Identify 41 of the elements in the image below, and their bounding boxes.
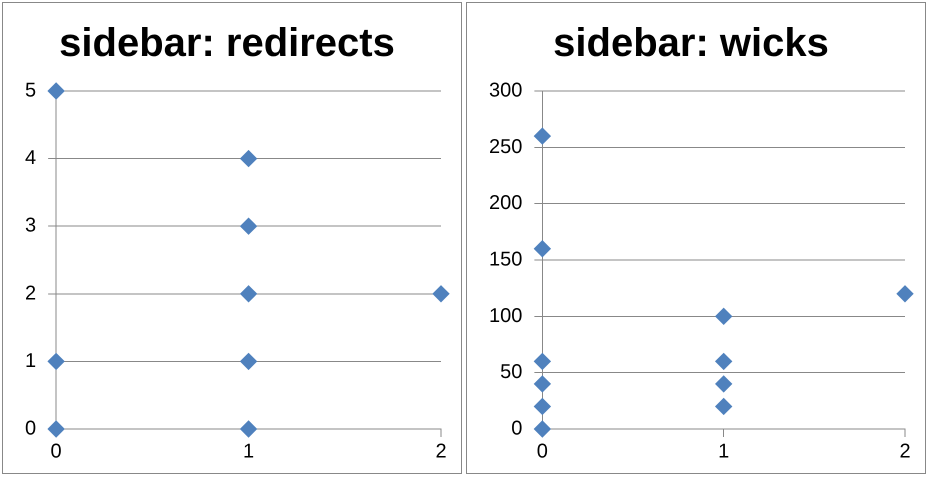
y-tick-label: 100: [488, 304, 522, 327]
point: [534, 240, 551, 258]
x-tick-label: 2: [435, 440, 447, 463]
x-tick-label: 2: [899, 440, 911, 463]
point: [240, 150, 258, 168]
point: [715, 398, 732, 415]
point: [240, 352, 258, 370]
point: [534, 375, 551, 392]
y-tick-label: 0: [511, 418, 522, 440]
point: [715, 352, 732, 370]
x-tick-label: 0: [50, 440, 62, 463]
y-tick-label: 4: [25, 147, 36, 170]
point: [48, 82, 65, 100]
point: [715, 375, 732, 392]
point: [240, 420, 258, 438]
y-tick-label: 300: [488, 80, 522, 102]
chart-title: sidebar: wicks: [553, 21, 829, 66]
x-tick-label: 1: [718, 440, 730, 463]
y-tick-label: 150: [488, 248, 522, 271]
point: [534, 128, 551, 145]
point: [534, 420, 551, 438]
x-tick-label: 0: [536, 440, 548, 463]
point: [48, 420, 65, 438]
point: [534, 352, 551, 370]
y-tick-label: 2: [25, 282, 36, 304]
y-tick-label: 1: [25, 350, 36, 372]
y-tick-label: 5: [25, 80, 36, 102]
point: [534, 398, 551, 415]
y-tick-label: 3: [25, 214, 36, 237]
point: [432, 285, 450, 302]
y-tick-label: 200: [488, 192, 522, 214]
y-tick-label: 250: [488, 136, 522, 158]
point: [240, 285, 258, 302]
chart-title: sidebar: redirects: [59, 21, 395, 66]
y-tick-label: 50: [500, 361, 522, 384]
point: [715, 308, 732, 325]
y-tick-label: 0: [25, 418, 36, 440]
point: [896, 285, 914, 302]
point: [240, 218, 258, 235]
x-tick-label: 1: [243, 440, 254, 463]
point: [48, 352, 65, 370]
